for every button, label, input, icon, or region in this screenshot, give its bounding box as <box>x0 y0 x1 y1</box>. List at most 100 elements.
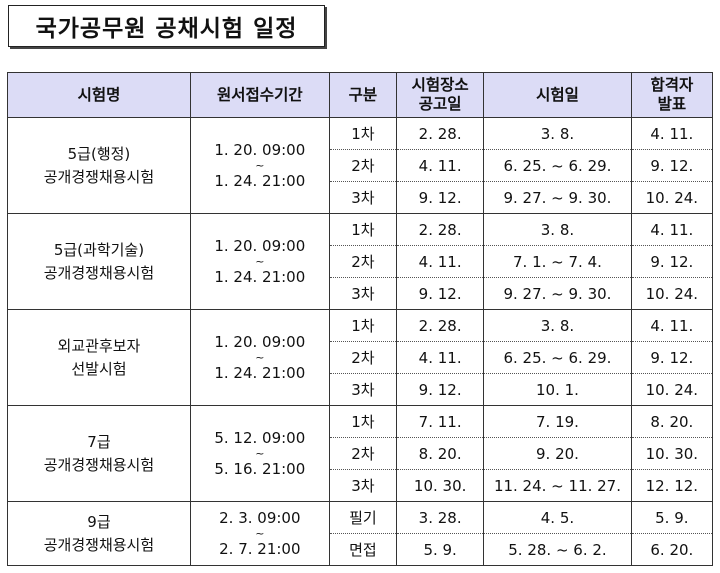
table-row: 2차 4. 11. 6. 25. ~ 6. 29. 9. 12. <box>8 149 714 182</box>
result-date: 4. 11. <box>630 117 714 150</box>
exam-date: 3. 8. <box>483 117 632 150</box>
exam-date: 9. 27. ~ 9. 30. <box>483 181 632 214</box>
application-period: 2. 3. 09:00 ~2. 7. 21:00 <box>189 501 330 566</box>
exam-name-line: 공개경쟁채용시험 <box>43 535 155 554</box>
period-line: 1. 20. 09:00 <box>214 236 306 255</box>
column-header: 시험명 <box>7 72 191 118</box>
table-row: 3차 9. 12. 10. 1. 10. 24. <box>8 373 714 406</box>
exam-schedule-table: 시험명 원서접수기간 구분 시험장소 공고일 시험일 합격자 발표 5급(행정) 공개경쟁채… <box>7 72 714 566</box>
period-line: 5. 16. 21:00 <box>214 459 306 478</box>
table-row: 2차 8. 20. 9. 20. 10. 30. <box>8 437 714 470</box>
stage: 1차 <box>328 309 398 342</box>
result-date: 10. 24. <box>630 181 714 214</box>
venue-notice-date: 3. 28. <box>396 501 485 534</box>
result-date: 12. 12. <box>630 469 714 502</box>
table-row: 3차 9. 12. 9. 27. ~ 9. 30. 10. 24. <box>8 181 714 214</box>
result-date: 4. 11. <box>630 309 714 342</box>
period-line: ~ <box>255 350 265 364</box>
stage: 3차 <box>328 181 398 214</box>
exam-date: 7. 19. <box>483 405 632 438</box>
table-row: 7급 공개경쟁채용시험 5. 12. 09:00 ~5. 16. 21:00 1차 7. … <box>7 405 714 502</box>
table-row: 3차 10. 30. 11. 24. ~ 11. 27. 12. 12. <box>8 469 714 502</box>
venue-notice-date: 5. 9. <box>396 533 485 566</box>
stage: 1차 <box>328 405 398 438</box>
result-date: 9. 12. <box>630 341 714 374</box>
exam-name-line: 외교관후보자 <box>57 336 141 355</box>
venue-notice-date: 2. 28. <box>396 117 485 150</box>
period-line: 1. 20. 09:00 <box>214 332 306 351</box>
period-line: ~ <box>255 526 265 540</box>
stage: 3차 <box>328 277 398 310</box>
period-line: ~ <box>255 158 265 172</box>
period-line: 1. 20. 09:00 <box>214 140 306 159</box>
column-header: 시험일 <box>483 72 632 118</box>
period-line: 1. 24. 21:00 <box>214 267 306 286</box>
venue-notice-date: 2. 28. <box>396 309 485 342</box>
venue-notice-date: 4. 11. <box>396 245 485 278</box>
result-date: 10. 30. <box>630 437 714 470</box>
venue-notice-date: 2. 28. <box>396 213 485 246</box>
period-line: ~ <box>255 446 265 460</box>
period-line: 1. 24. 21:00 <box>214 363 306 382</box>
table-row: 3차 9. 12. 9. 27. ~ 9. 30. 10. 24. <box>8 277 714 310</box>
exam-name-line: 7급 <box>87 432 111 451</box>
exam-name: 5급(행정) 공개경쟁채용시험 <box>7 117 191 214</box>
exam-date: 6. 25. ~ 6. 29. <box>483 341 632 374</box>
period-line: 2. 3. 09:00 <box>219 508 301 527</box>
stage: 1차 <box>328 117 398 150</box>
stage: 필기 <box>328 501 398 534</box>
stage: 2차 <box>328 341 398 374</box>
application-period: 1. 20. 09:00 ~1. 24. 21:00 <box>189 309 330 406</box>
exam-name-line: 5급(과학기술) <box>53 240 145 259</box>
table-row: 외교관후보자 선발시험 1. 20. 09:00 ~1. 24. 21:00 1차 2. … <box>7 309 714 406</box>
stage: 2차 <box>328 437 398 470</box>
venue-notice-date: 9. 12. <box>396 373 485 406</box>
stage: 3차 <box>328 373 398 406</box>
result-date: 6. 20. <box>630 533 714 566</box>
application-period: 1. 20. 09:00 ~1. 24. 21:00 <box>189 117 330 214</box>
exam-name-line: 공개경쟁채용시험 <box>43 263 155 282</box>
venue-notice-date: 9. 12. <box>396 181 485 214</box>
table-row: 면접 5. 9. 5. 28. ~ 6. 2. 6. 20. <box>8 533 714 566</box>
table-row: 2차 4. 11. 6. 25. ~ 6. 29. 9. 12. <box>8 341 714 374</box>
table-row: 5급(행정) 공개경쟁채용시험 1. 20. 09:00 ~1. 24. 21:00 1… <box>7 117 714 214</box>
period-line: 1. 24. 21:00 <box>214 171 306 190</box>
exam-date: 11. 24. ~ 11. 27. <box>483 469 632 502</box>
table-row: 5급(과학기술) 공개경쟁채용시험 1. 20. 09:00 ~1. 24. 21:0… <box>7 213 714 310</box>
result-date: 5. 9. <box>630 501 714 534</box>
table-row: 9급 공개경쟁채용시험 2. 3. 09:00 ~2. 7. 21:00 필기 3. 28… <box>7 501 714 566</box>
exam-date: 3. 8. <box>483 309 632 342</box>
exam-date: 6. 25. ~ 6. 29. <box>483 149 632 182</box>
exam-name-line: 공개경쟁채용시험 <box>43 167 155 186</box>
venue-notice-date: 10. 30. <box>396 469 485 502</box>
stage: 2차 <box>328 245 398 278</box>
column-header: 구분 <box>328 72 398 118</box>
stage: 1차 <box>328 213 398 246</box>
exam-date: 3. 8. <box>483 213 632 246</box>
result-date: 10. 24. <box>630 373 714 406</box>
venue-notice-date: 4. 11. <box>396 341 485 374</box>
stage: 3차 <box>328 469 398 502</box>
result-date: 9. 12. <box>630 149 714 182</box>
exam-name-line: 9급 <box>87 512 111 531</box>
table-row: 2차 4. 11. 7. 1. ~ 7. 4. 9. 12. <box>8 245 714 278</box>
venue-notice-date: 7. 11. <box>396 405 485 438</box>
result-date: 8. 20. <box>630 405 714 438</box>
column-header: 시험장소 공고일 <box>396 72 485 118</box>
venue-notice-date: 9. 12. <box>396 277 485 310</box>
exam-name-line: 5급(행정) <box>67 144 131 163</box>
column-header: 원서접수기간 <box>189 72 330 118</box>
exam-date: 4. 5. <box>483 501 632 534</box>
result-date: 4. 11. <box>630 213 714 246</box>
result-date: 9. 12. <box>630 245 714 278</box>
exam-date: 10. 1. <box>483 373 632 406</box>
column-header: 합격자 발표 <box>630 72 714 118</box>
exam-name-line: 공개경쟁채용시험 <box>43 455 155 474</box>
result-date: 10. 24. <box>630 277 714 310</box>
application-period: 5. 12. 09:00 ~5. 16. 21:00 <box>189 405 330 502</box>
exam-name-line: 선발시험 <box>71 359 127 378</box>
application-period: 1. 20. 09:00 ~1. 24. 21:00 <box>189 213 330 310</box>
exam-date: 9. 27. ~ 9. 30. <box>483 277 632 310</box>
